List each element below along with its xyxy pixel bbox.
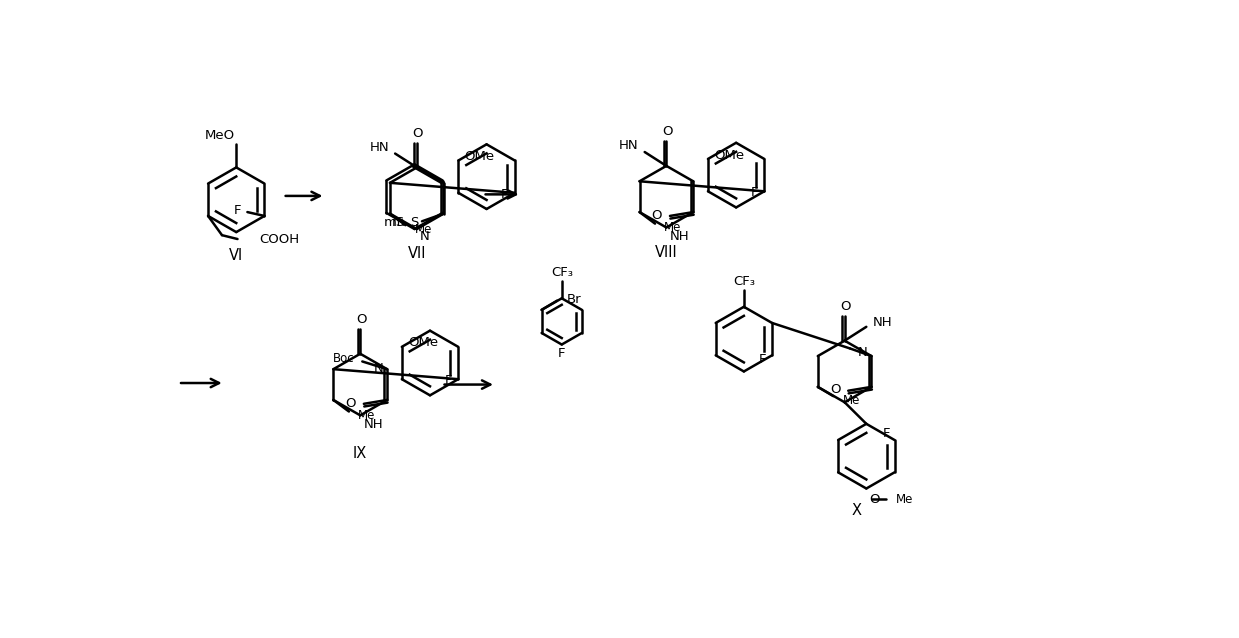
Text: COOH: COOH (259, 232, 300, 246)
Text: OMe: OMe (408, 336, 439, 350)
Text: N: N (857, 346, 867, 359)
Text: NH: NH (363, 418, 383, 431)
Text: Me: Me (358, 409, 375, 422)
Text: Me: Me (664, 221, 681, 234)
Text: Me: Me (896, 493, 913, 506)
Text: F: F (234, 204, 242, 217)
Text: F: F (758, 353, 766, 366)
Text: OMe: OMe (714, 149, 745, 161)
Text: HN: HN (369, 141, 389, 154)
Text: VIII: VIII (655, 244, 678, 260)
Text: Br: Br (566, 293, 581, 306)
Text: X: X (851, 503, 861, 517)
Text: CF₃: CF₃ (733, 275, 755, 288)
Text: N: N (374, 362, 384, 375)
Text: VI: VI (229, 248, 243, 263)
Text: CF₃: CF₃ (551, 267, 572, 279)
Text: VII: VII (408, 246, 426, 261)
Text: F: F (558, 347, 565, 360)
Text: mS: mS (384, 216, 405, 229)
Text: NH: NH (872, 316, 892, 329)
Text: MeO: MeO (204, 129, 234, 142)
Text: F: F (501, 188, 508, 201)
Text: m: m (392, 216, 404, 229)
Text: N: N (420, 230, 430, 243)
Text: HN: HN (618, 139, 638, 152)
Text: Boc: Boc (333, 352, 354, 365)
Text: O: O (346, 397, 356, 410)
Text: O: O (830, 383, 840, 396)
Text: Me: Me (843, 394, 860, 407)
Text: O: O (840, 300, 851, 313)
Text: NH: NH (669, 230, 689, 243)
Text: O: O (413, 127, 422, 140)
Text: F: F (445, 375, 452, 387)
Text: O: O (662, 126, 673, 138)
Text: O: O (652, 209, 662, 221)
Text: O: O (356, 313, 367, 327)
Text: F: F (751, 186, 758, 199)
Text: S: S (410, 216, 418, 229)
Text: F: F (883, 427, 891, 440)
Text: IX: IX (353, 447, 368, 461)
Text: O: O (870, 493, 880, 506)
Text: OMe: OMe (465, 150, 494, 163)
Text: Me: Me (415, 223, 432, 235)
